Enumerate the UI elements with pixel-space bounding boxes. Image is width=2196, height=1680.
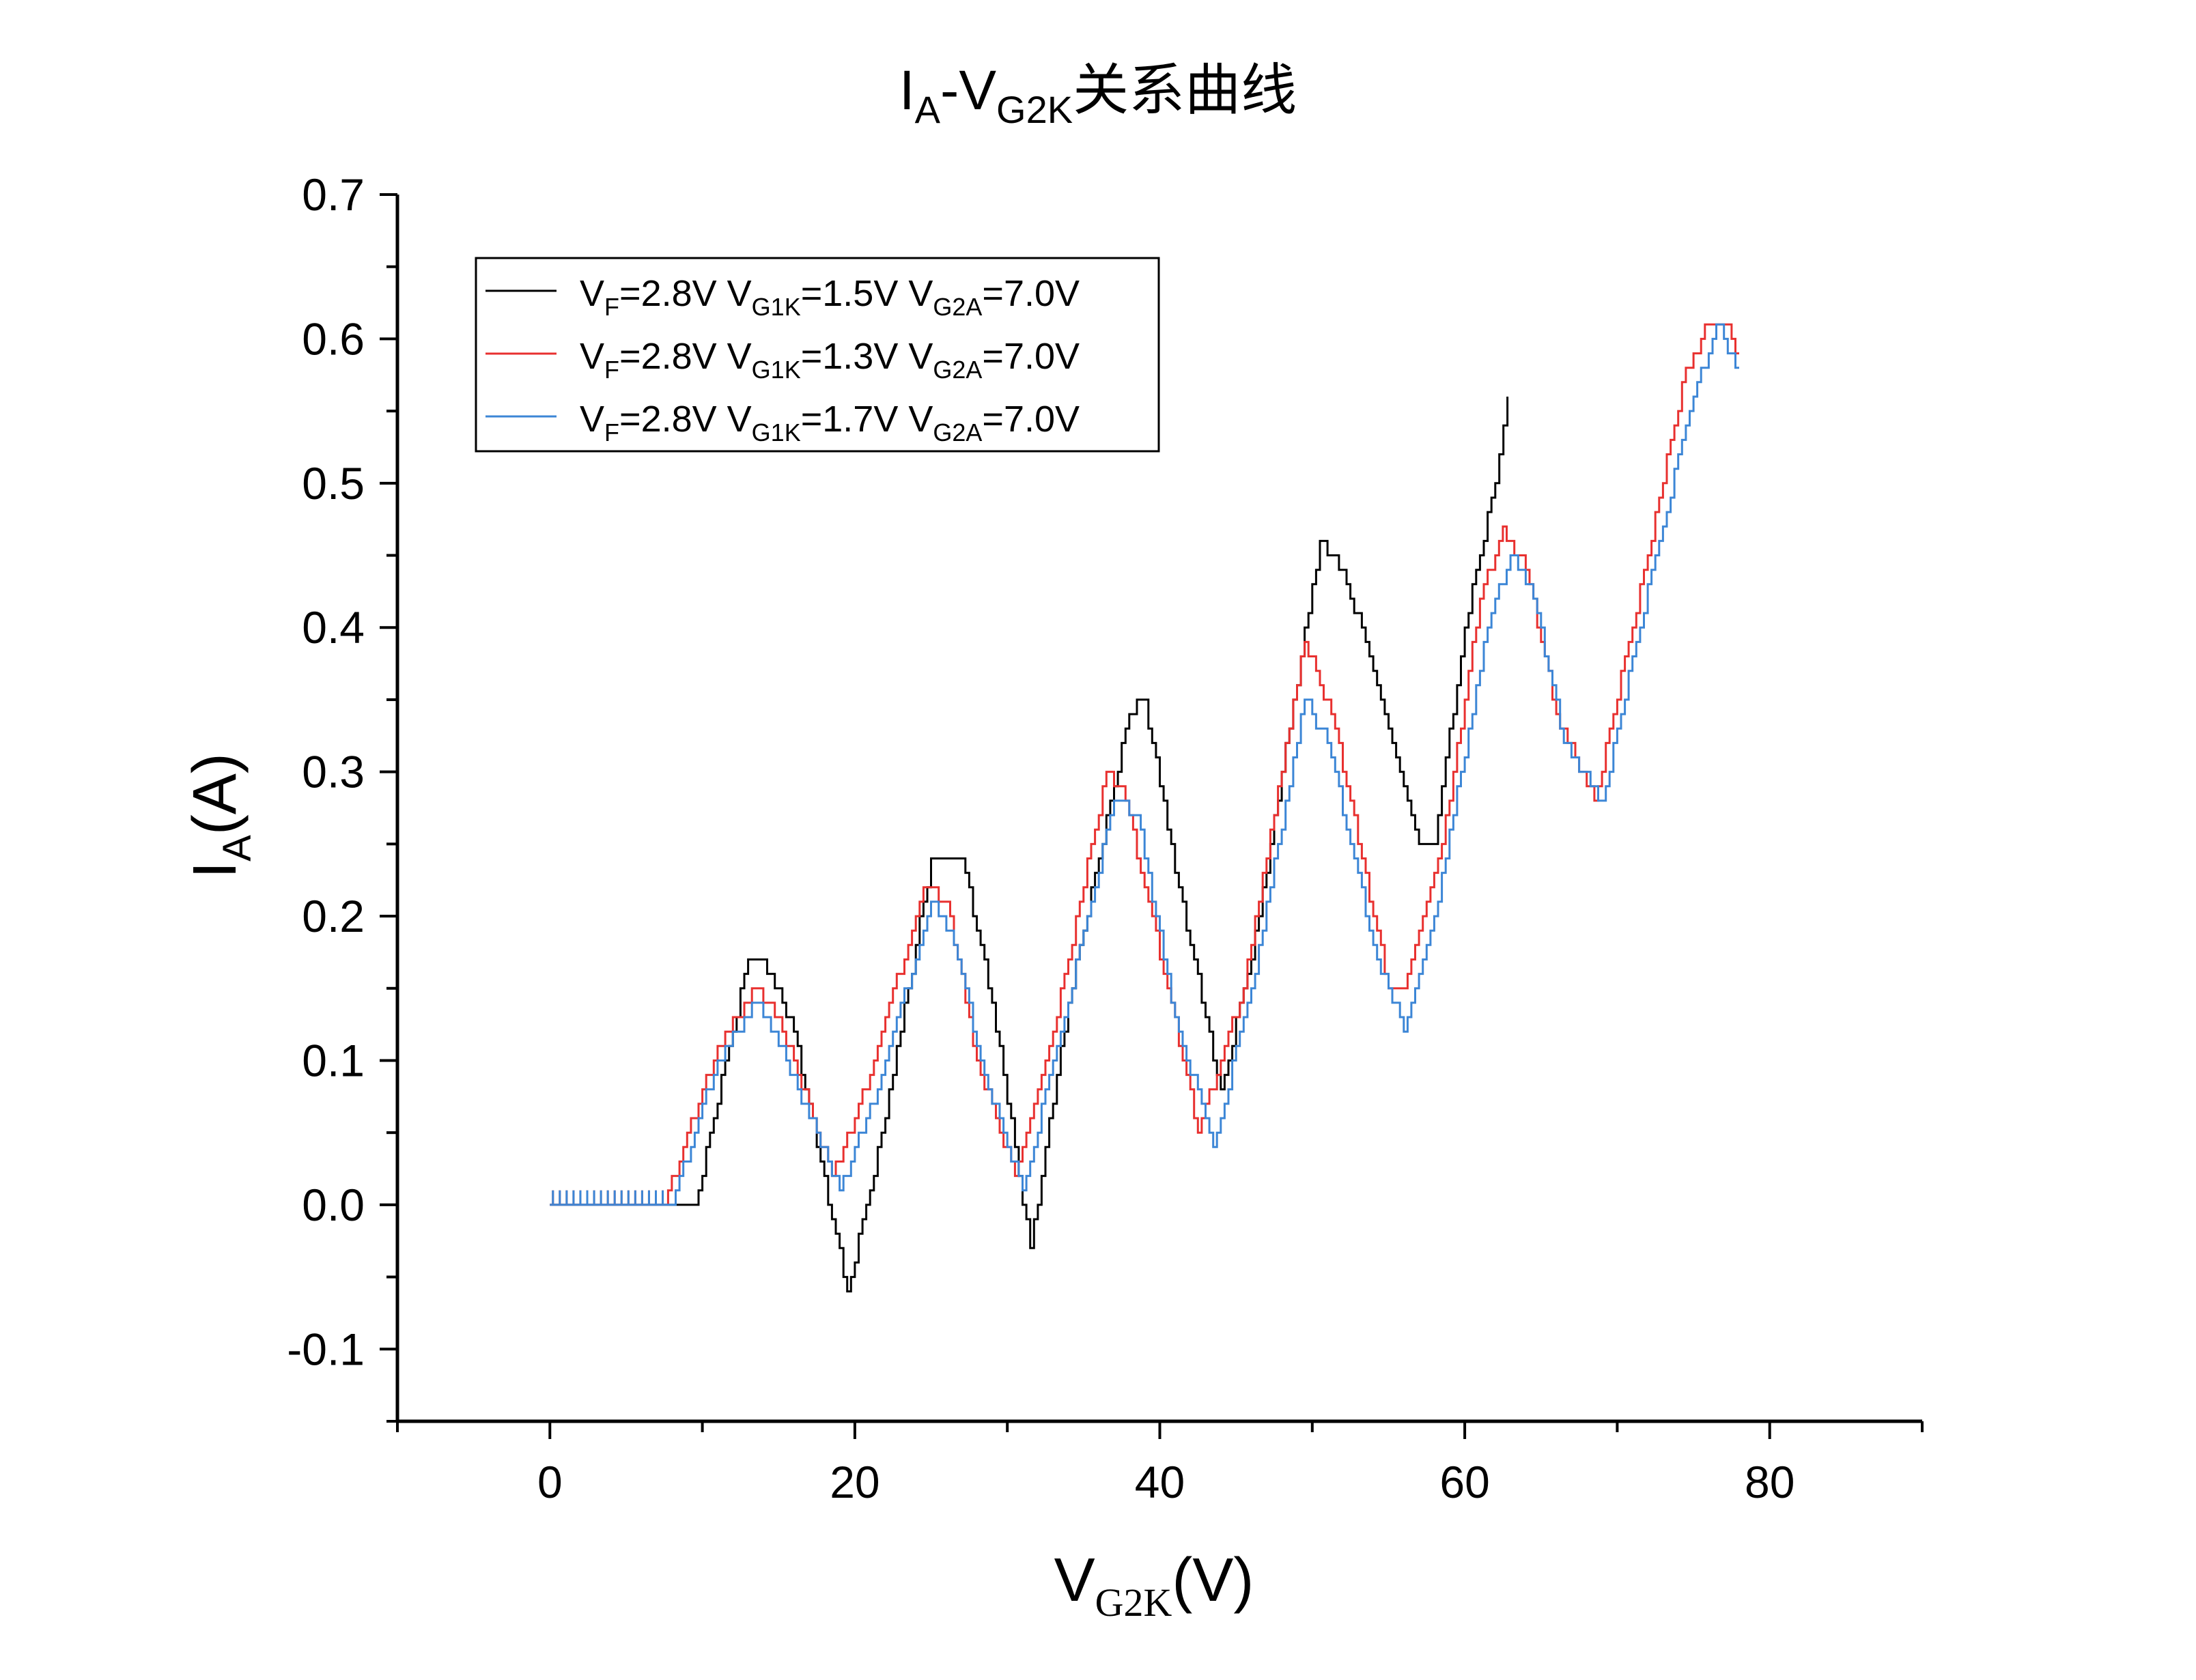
y-tick-label: 0.5 bbox=[302, 458, 365, 509]
x-tick-label: 60 bbox=[1439, 1457, 1489, 1507]
y-tick-label: 0.6 bbox=[302, 313, 365, 364]
series-group bbox=[550, 323, 1739, 1293]
y-tick-label: 0.4 bbox=[302, 602, 365, 653]
chart-title: IA-VG2K关系曲线 bbox=[899, 58, 1297, 131]
y-axis-ticks: -0.1 0.0 0.1 0.2 0.3 0.4 0.5 0.6 0.7 bbox=[287, 169, 397, 1423]
y-tick-label: 0.2 bbox=[302, 891, 365, 941]
y-tick-label: 0.0 bbox=[302, 1180, 365, 1230]
x-tick-label: 40 bbox=[1135, 1457, 1185, 1507]
y-tick-label: -0.1 bbox=[287, 1324, 365, 1374]
series-line-1 bbox=[550, 397, 1509, 1293]
legend-label: VF=2.8V VG1K=1.3V VG2A=7.0V bbox=[580, 336, 1080, 384]
legend-label: VF=2.8V VG1K=1.7V VG2A=7.0V bbox=[580, 399, 1080, 446]
x-axis-ticks: 0 20 40 60 80 bbox=[396, 1421, 1924, 1507]
legend: VF=2.8V VG1K=1.5V VG2A=7.0V VF=2.8V VG1K=… bbox=[475, 257, 1160, 453]
legend-box bbox=[475, 257, 1160, 453]
y-tick-label: 0.3 bbox=[302, 747, 365, 797]
y-axis-label: IA(A) bbox=[181, 753, 259, 879]
x-axis-label: VG2K(V) bbox=[1054, 1546, 1254, 1625]
legend-label: VF=2.8V VG1K=1.5V VG2A=7.0V bbox=[580, 273, 1080, 321]
series-line-2 bbox=[550, 323, 1739, 1206]
x-tick-label: 0 bbox=[537, 1457, 563, 1507]
y-tick-label: 0.7 bbox=[302, 169, 365, 220]
series-line-3 bbox=[550, 323, 1739, 1206]
x-tick-label: 80 bbox=[1745, 1457, 1794, 1507]
y-tick-label: 0.1 bbox=[302, 1035, 365, 1085]
x-tick-label: 20 bbox=[830, 1457, 879, 1507]
